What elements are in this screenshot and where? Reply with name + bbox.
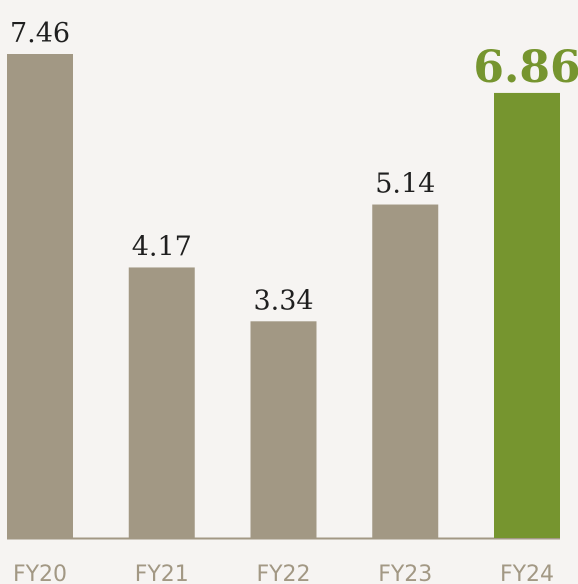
value-label-fy20: 7.46 — [10, 18, 70, 49]
bar-fy20 — [7, 54, 73, 538]
category-label-fy20: FY20 — [13, 562, 67, 584]
bar-fy22 — [250, 321, 317, 538]
bar-fy21 — [128, 267, 195, 538]
category-label-fy24: FY24 — [500, 562, 554, 584]
bar-fy23 — [372, 204, 439, 538]
category-label-fy23: FY23 — [378, 562, 432, 584]
value-label-fy23: 5.14 — [375, 169, 435, 200]
value-label-fy24: 6.86 — [473, 42, 578, 93]
value-label-fy22: 3.34 — [253, 285, 313, 316]
bar-fy24 — [494, 92, 560, 538]
category-label-fy21: FY21 — [135, 562, 189, 584]
value-label-fy21: 4.17 — [132, 231, 192, 262]
category-label-fy22: FY22 — [256, 562, 310, 584]
